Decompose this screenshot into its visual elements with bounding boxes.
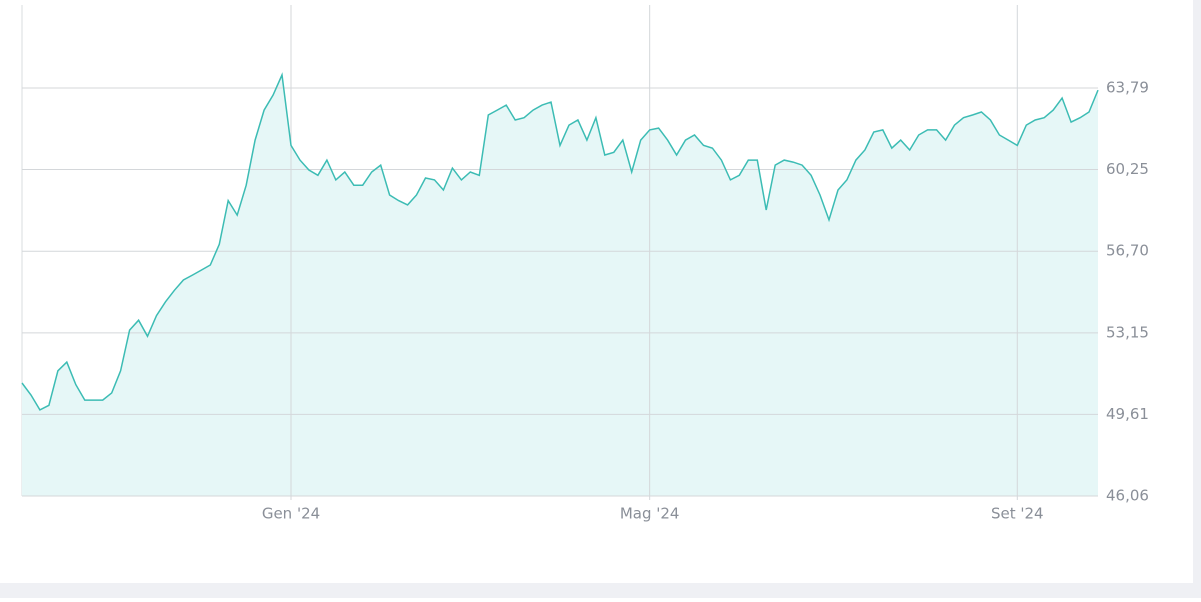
x-tick-label: Set '24 [991, 505, 1044, 523]
x-tick-label: Mag '24 [620, 505, 680, 523]
area [22, 74, 1098, 497]
side-strip [1193, 0, 1201, 598]
y-tick-label: 49,61 [1106, 405, 1149, 423]
x-tick-label: Gen '24 [262, 505, 320, 523]
y-tick-label: 63,79 [1106, 79, 1149, 97]
y-tick-label: 60,25 [1106, 160, 1149, 178]
footer-strip [0, 583, 1201, 598]
line [21, 72, 1099, 411]
y-tick-label: 56,70 [1106, 242, 1149, 260]
y-tick-label: 46,06 [1106, 487, 1149, 505]
y-tick-label: 53,15 [1106, 323, 1149, 341]
